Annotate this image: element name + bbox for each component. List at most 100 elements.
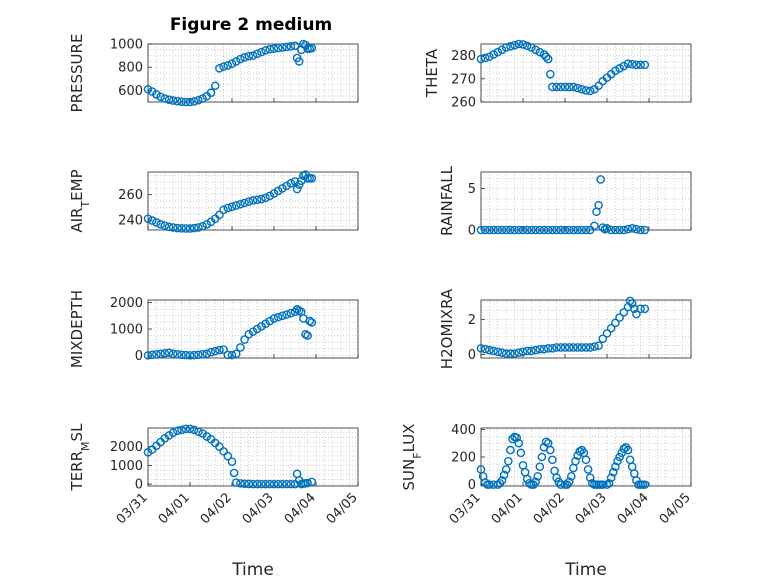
data-point xyxy=(527,43,536,52)
data-point xyxy=(273,479,283,489)
data-point xyxy=(501,43,511,52)
data-point xyxy=(240,335,249,344)
data-point xyxy=(244,329,254,339)
data-point xyxy=(556,480,566,489)
data-point xyxy=(261,193,270,203)
data-point xyxy=(535,344,545,354)
data-point xyxy=(278,184,287,193)
data-point xyxy=(156,220,165,229)
data-point xyxy=(248,327,258,336)
data-point xyxy=(518,347,528,357)
data-point xyxy=(567,472,576,481)
data-point xyxy=(307,318,317,327)
data-point xyxy=(531,45,540,55)
data-point xyxy=(510,225,519,235)
y-axis-label-h2omixra: H2OMIXRA xyxy=(438,288,456,369)
data-point xyxy=(181,224,191,233)
data-point xyxy=(231,478,241,487)
data-point xyxy=(590,342,599,351)
subplot-grid: 600 800 1000 PRESSURE 260 270 280 THETA 240 260 AI… xyxy=(68,34,694,580)
data-point xyxy=(640,304,650,314)
data-point xyxy=(623,445,633,455)
data-point xyxy=(257,322,266,331)
y-axis-label-mixdepth: MIXDEPTH xyxy=(68,290,86,368)
data-point xyxy=(573,225,582,235)
data-point xyxy=(503,456,513,466)
data-point xyxy=(296,45,306,55)
data-point xyxy=(143,351,153,360)
data-point xyxy=(594,200,603,210)
data-point xyxy=(303,478,312,488)
ytick-label: 400 xyxy=(451,423,476,438)
data-point xyxy=(522,346,532,356)
data-point xyxy=(194,350,203,360)
data-point xyxy=(273,186,283,196)
ytick-label: 600 xyxy=(118,84,143,99)
data-point xyxy=(548,82,557,92)
data-point xyxy=(535,225,545,235)
data-point xyxy=(627,224,637,233)
data-point xyxy=(307,174,317,183)
data-point xyxy=(168,96,178,105)
axes-box-h2omixra xyxy=(480,299,692,359)
data-point xyxy=(219,345,228,354)
data-point xyxy=(531,225,540,235)
data-point xyxy=(476,225,486,235)
data-point xyxy=(539,50,549,59)
data-point xyxy=(569,343,578,352)
data-point xyxy=(194,223,203,232)
subplot-theta: 260 270 280 THETA xyxy=(423,39,692,111)
data-point xyxy=(615,225,624,235)
data-point xyxy=(619,61,629,71)
data-point xyxy=(577,84,587,94)
data-point xyxy=(206,88,216,98)
data-point xyxy=(497,348,507,358)
ytick-label: 260 xyxy=(451,96,476,111)
data-point xyxy=(501,349,511,358)
series-terr_msl xyxy=(143,424,317,489)
data-point xyxy=(231,57,241,66)
data-point xyxy=(147,350,157,360)
subplot-air_temp: 240 260 AIRTEMP xyxy=(68,169,359,233)
data-point xyxy=(493,347,503,357)
figure-title: Figure 2 medium xyxy=(170,15,332,35)
data-point xyxy=(202,349,212,359)
data-point xyxy=(556,82,566,92)
data-point xyxy=(640,60,650,70)
data-point xyxy=(512,433,522,442)
data-point xyxy=(552,343,561,352)
data-point xyxy=(189,223,199,233)
data-point xyxy=(480,53,490,63)
data-point xyxy=(535,462,545,471)
data-point xyxy=(598,334,608,343)
data-point xyxy=(282,42,291,52)
series-theta xyxy=(476,39,650,96)
data-point xyxy=(160,221,170,230)
data-point xyxy=(508,434,517,444)
data-point xyxy=(493,47,503,57)
ytick-label: 800 xyxy=(118,61,143,76)
data-point xyxy=(541,437,551,447)
ytick-label: 240 xyxy=(118,213,143,228)
data-point xyxy=(215,442,224,452)
data-point xyxy=(615,313,624,322)
data-point xyxy=(198,94,207,103)
data-point xyxy=(583,465,593,474)
data-point xyxy=(244,51,254,61)
data-point xyxy=(282,181,291,191)
series-sun_flux xyxy=(476,432,650,489)
data-point xyxy=(606,225,616,235)
data-point xyxy=(223,350,233,360)
data-point xyxy=(265,191,275,201)
data-point xyxy=(244,197,254,206)
data-point xyxy=(632,60,641,70)
data-point xyxy=(236,199,245,209)
ytick-label: 1000 xyxy=(110,323,143,338)
data-point xyxy=(278,479,287,489)
data-point xyxy=(594,81,603,91)
data-point xyxy=(476,344,486,353)
data-point xyxy=(286,179,296,188)
data-point xyxy=(164,222,174,232)
data-point xyxy=(485,225,494,235)
data-point xyxy=(164,95,174,104)
